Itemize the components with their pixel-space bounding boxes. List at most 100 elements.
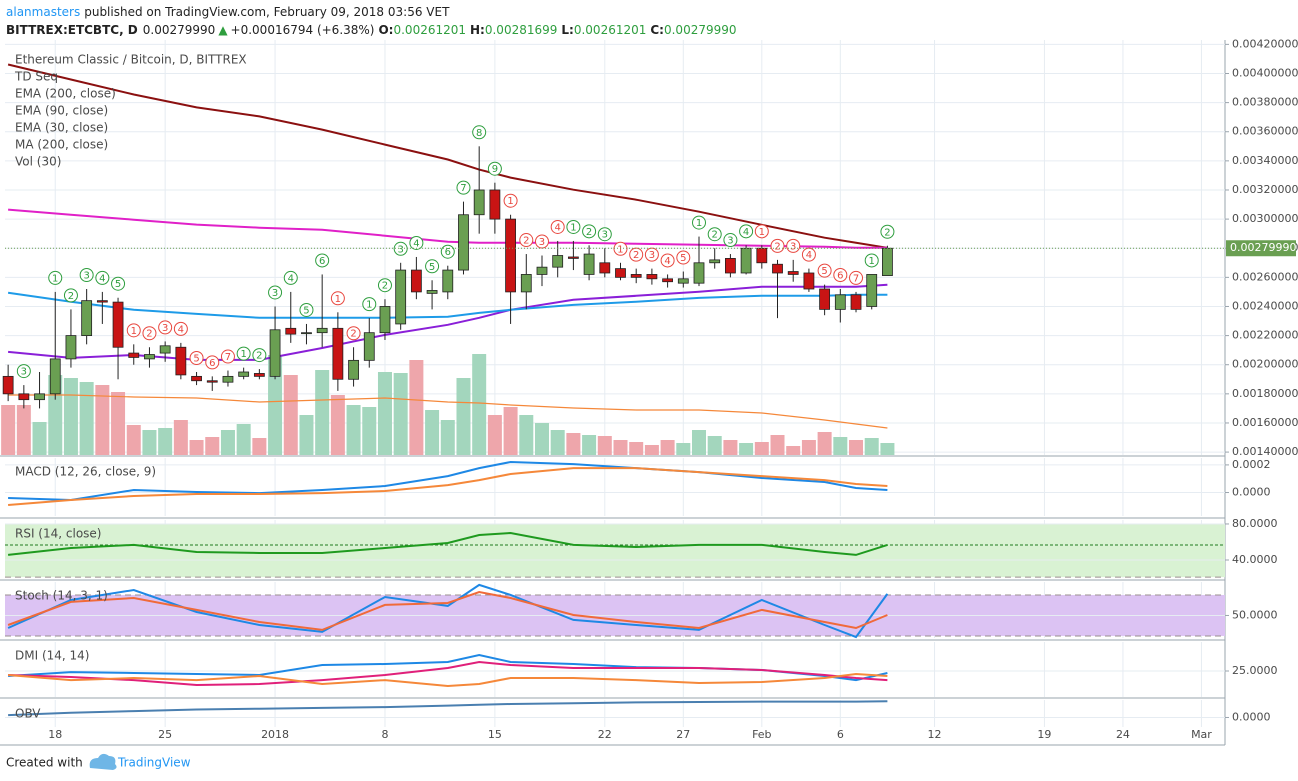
td-count: 5 (429, 262, 435, 273)
td-count: 1 (696, 218, 702, 229)
td-circle (63, 288, 78, 303)
series-line (7, 583, 889, 639)
candle-body (709, 259, 721, 264)
candle-body (725, 258, 736, 274)
td-count: 3 (397, 244, 403, 255)
volume-bar (425, 410, 440, 455)
y-tick-label: 0.00420000 (1232, 37, 1298, 50)
td-count: 4 (413, 238, 419, 249)
series-line (8, 660, 888, 687)
volume-bar (393, 373, 408, 455)
volume-bar (629, 442, 644, 455)
td-count: 6 (209, 358, 215, 369)
volume-bar (754, 442, 769, 455)
candle-body (599, 262, 611, 274)
td-count: 4 (99, 273, 105, 284)
td-circle (79, 268, 94, 282)
volume-bar (142, 430, 157, 455)
td-count: 3 (649, 250, 655, 261)
td-count: 7 (460, 183, 466, 194)
td-count: 6 (319, 256, 325, 267)
series-line (7, 531, 888, 556)
l-label: L: (561, 23, 573, 37)
td-circle (597, 227, 612, 242)
volume-bar (644, 445, 659, 455)
td-count: 7 (225, 352, 231, 363)
candle-body (316, 327, 328, 334)
legend-entry: EMA (90, close) (15, 104, 108, 118)
td-count: 3 (272, 288, 278, 299)
x-tick-label: 25 (158, 728, 172, 741)
x-tick-label: Mar (1191, 728, 1212, 741)
candle-body (567, 256, 579, 259)
candle-body (206, 380, 218, 383)
volume-bar (63, 378, 78, 455)
volume-bar (692, 430, 707, 455)
candle-body (222, 375, 234, 383)
candle-body (882, 247, 893, 277)
td-count: 1 (869, 256, 875, 267)
td-count: 9 (492, 164, 498, 175)
legend-entry: EMA (30, close) (15, 121, 108, 135)
candle-body (819, 288, 831, 310)
last-price-label: 0.00279990 (1230, 241, 1296, 254)
symbol-line: BITTREX:ETCBTC, D 0.00279990 ▲ +0.00016794 … (6, 23, 737, 37)
td-circle (425, 259, 440, 274)
y-tick-label: 50.0000 (1232, 608, 1278, 621)
volume-bar (503, 407, 518, 455)
series-line (8, 467, 888, 506)
candle-body (238, 371, 250, 377)
candle-body (253, 373, 265, 377)
series-line (8, 700, 888, 717)
td-circle (189, 351, 204, 365)
h-value: 0.00281699 (485, 23, 558, 37)
td-circle (346, 326, 361, 341)
candle-body (175, 346, 187, 376)
volume-bar (111, 392, 126, 455)
td-circle (519, 233, 534, 248)
y-tick-label: 0.00180000 (1232, 387, 1298, 400)
volume-bar (440, 420, 455, 455)
volume-bar (739, 443, 754, 455)
y-tick-label: 0.0002 (1232, 458, 1271, 471)
td-circle (754, 224, 769, 239)
volume-bar (597, 436, 612, 455)
td-count: 2 (774, 241, 780, 252)
x-tick-label: 24 (1116, 728, 1130, 741)
legend-entry: Vol (30) (15, 155, 61, 169)
volume-bar (409, 360, 424, 455)
footer-brand: TradingView (117, 756, 191, 770)
td-circle (393, 241, 408, 256)
volume-bar (158, 428, 173, 455)
volume-bar (676, 443, 691, 455)
candle-body (18, 393, 30, 401)
td-circle (111, 276, 126, 291)
y-tick-label: 0.0000 (1232, 486, 1271, 499)
candle-body (395, 269, 407, 325)
y-tick-label: 0.00220000 (1232, 329, 1298, 342)
y-tick-label: 0.00400000 (1232, 66, 1298, 79)
td-circle (833, 268, 848, 282)
td-count: 4 (288, 273, 294, 284)
candle-body (677, 278, 689, 284)
panel-title: Stoch (14, 3, 1) (15, 589, 108, 603)
td-circle (362, 297, 377, 312)
candle-body (65, 335, 77, 360)
td-count: 1 (240, 349, 246, 360)
symbol: BITTREX:ETCBTC, D (6, 23, 138, 37)
td-circle (126, 323, 141, 338)
candle-body (583, 253, 595, 275)
legend-entry: Ethereum Classic / Bitcoin, D, BITTREX (15, 53, 247, 67)
volume-bar (613, 440, 628, 455)
candle-body (536, 266, 548, 275)
volume-bar (833, 437, 848, 455)
td-count: 4 (555, 222, 561, 233)
candle-body (458, 214, 469, 271)
td-count: 3 (790, 241, 796, 252)
td-circle (534, 234, 549, 249)
td-count: 1 (131, 326, 137, 337)
td-circle (770, 238, 785, 253)
td-circle (739, 224, 754, 239)
